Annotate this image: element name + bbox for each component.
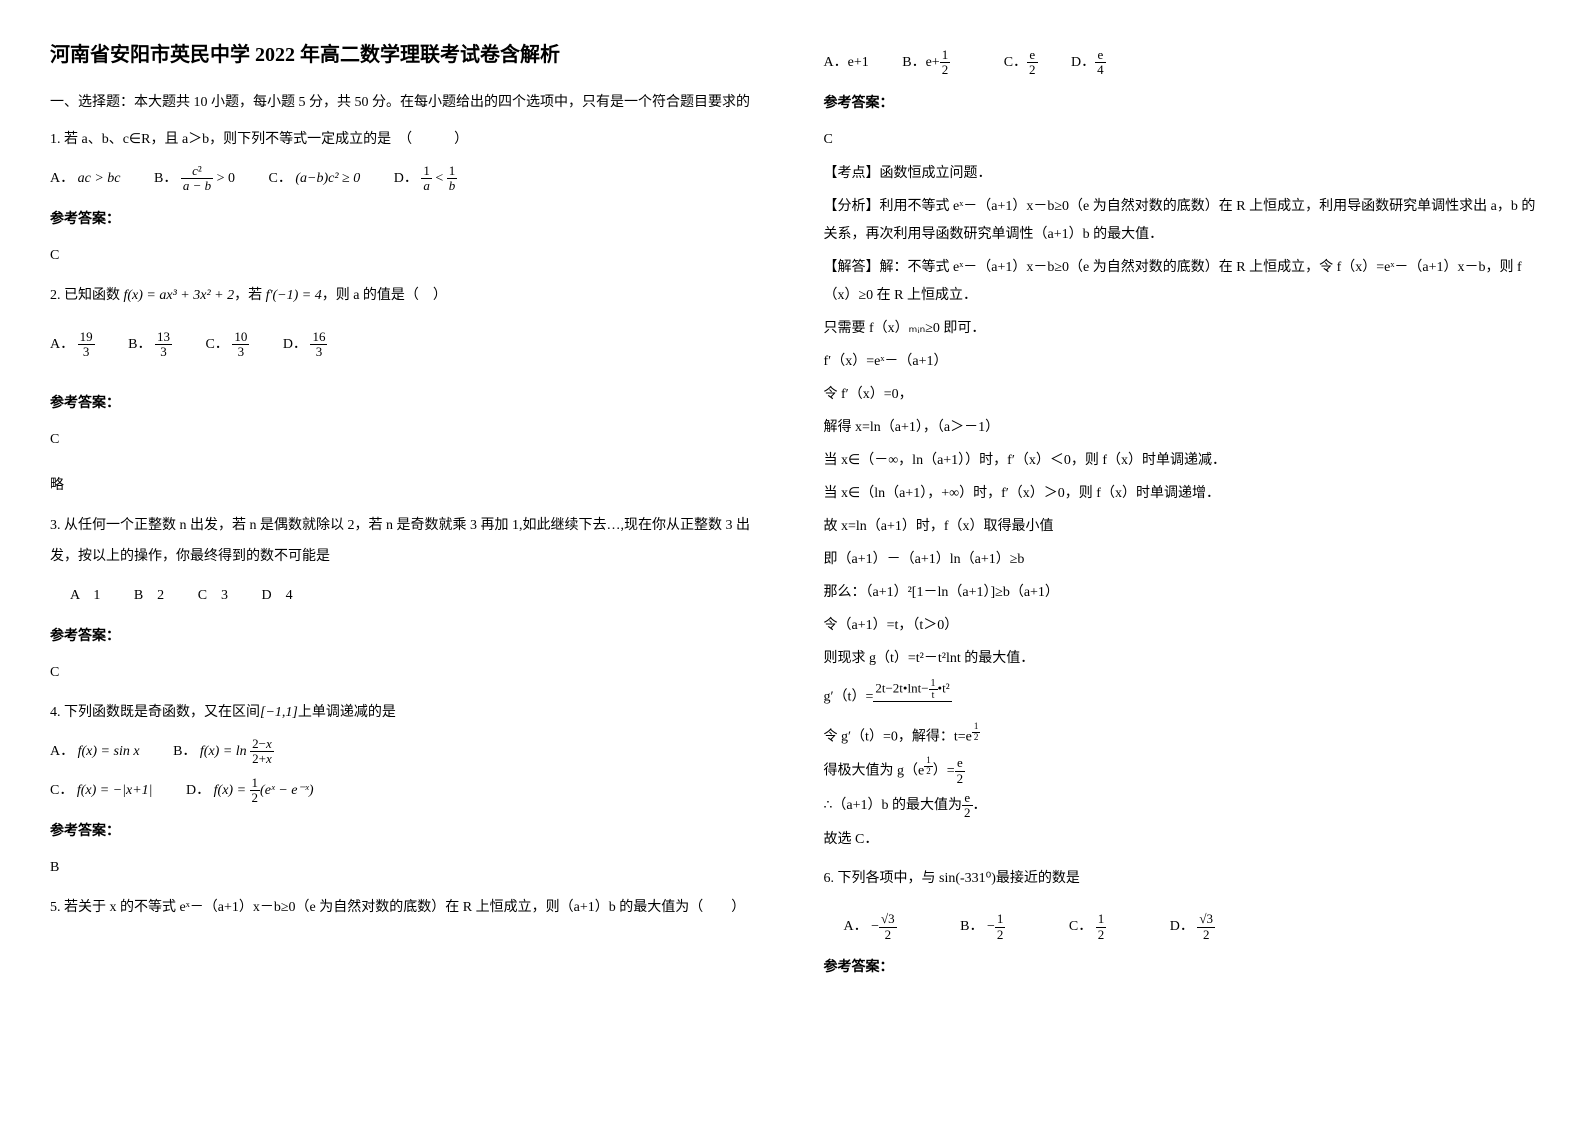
q2-note: 略: [50, 471, 764, 502]
q5-options: A．e+1 B．e+12 C．e2 D．e4: [824, 48, 1538, 79]
q4-answer-label: 参考答案：: [50, 817, 764, 848]
left-column: 河南省安阳市英民中学 2022 年高二数学理联考试卷含解析 一、选择题：本大题共…: [50, 40, 764, 1082]
q1-options: A． ac > bc B． c²a − b > 0 C． (a−b)c² ≥ 0…: [50, 164, 764, 195]
document-title: 河南省安阳市英民中学 2022 年高二数学理联考试卷含解析: [50, 40, 764, 70]
question-3: 3. 从任何一个正整数 n 出发，若 n 是偶数就除以 2，若 n 是奇数就乘 …: [50, 511, 764, 688]
q3-stem: 3. 从任何一个正整数 n 出发，若 n 是偶数就除以 2，若 n 是奇数就乘 …: [50, 511, 764, 573]
q3-answer-label: 参考答案：: [50, 622, 764, 653]
q5-analysis: 【分析】利用不等式 eˣ－（a+1）x－b≥0（e 为自然对数的底数）在 R 上…: [824, 193, 1538, 249]
q6-options: A． −√32 B． −12 C． 12 D． √32: [824, 912, 1538, 943]
question-2: 2. 已知函数 f(x) = ax³ + 3x² + 2，若 f'(−1) = …: [50, 281, 764, 501]
q1-answer-label: 参考答案：: [50, 205, 764, 236]
q4-options-row1: A． f(x) = sin x B． f(x) = ln 2−x2+x: [50, 737, 764, 768]
q5-stem: 5. 若关于 x 的不等式 eˣ－（a+1）x－b≥0（e 为自然对数的底数）在…: [50, 893, 764, 924]
q1-stem: 1. 若 a、b、c∈R，且 a＞b，则下列不等式一定成立的是 （ ）: [50, 125, 764, 156]
q2-options: A． 193 B． 133 C． 103 D． 163: [50, 330, 764, 361]
q2-stem: 2. 已知函数 f(x) = ax³ + 3x² + 2，若 f'(−1) = …: [50, 281, 764, 312]
q6-stem: 6. 下列各项中，与 sin(-331⁰)最接近的数是: [824, 864, 1538, 895]
q2-answer-label: 参考答案：: [50, 389, 764, 420]
question-6: 6. 下列各项中，与 sin(-331⁰)最接近的数是 A． −√32 B． −…: [824, 864, 1538, 984]
right-column: A．e+1 B．e+12 C．e2 D．e4 参考答案： C 【考点】函数恒成立…: [824, 40, 1538, 1082]
q4-options-row2: C． f(x) = −|x+1| D． f(x) = 12(eˣ − e⁻ˣ): [50, 776, 764, 807]
q1-answer: C: [50, 241, 764, 272]
q5-solve: 【解答】解：不等式 eˣ－（a+1）x－b≥0（e 为自然对数的底数）在 R 上…: [824, 254, 1538, 310]
q6-answer-label: 参考答案：: [824, 953, 1538, 984]
q4-answer: B: [50, 853, 764, 884]
question-4: 4. 下列函数既是奇函数，又在区间[−1,1]上单调递减的是 A． f(x) =…: [50, 698, 764, 883]
question-1: 1. 若 a、b、c∈R，且 a＞b，则下列不等式一定成立的是 （ ） A． a…: [50, 125, 764, 271]
q5-answer-label: 参考答案：: [824, 89, 1538, 120]
q5-answer: C: [824, 125, 1538, 156]
q4-stem: 4. 下列函数既是奇函数，又在区间[−1,1]上单调递减的是: [50, 698, 764, 729]
q3-answer: C: [50, 658, 764, 689]
question-5-stem: 5. 若关于 x 的不等式 eˣ－（a+1）x－b≥0（e 为自然对数的底数）在…: [50, 893, 764, 924]
q3-options: A 1 B 2 C 3 D 4: [50, 581, 764, 612]
q5-point: 【考点】函数恒成立问题．: [824, 160, 1538, 188]
q2-answer: C: [50, 425, 764, 456]
section-1-header: 一、选择题：本大题共 10 小题，每小题 5 分，共 50 分。在每小题给出的四…: [50, 90, 764, 115]
